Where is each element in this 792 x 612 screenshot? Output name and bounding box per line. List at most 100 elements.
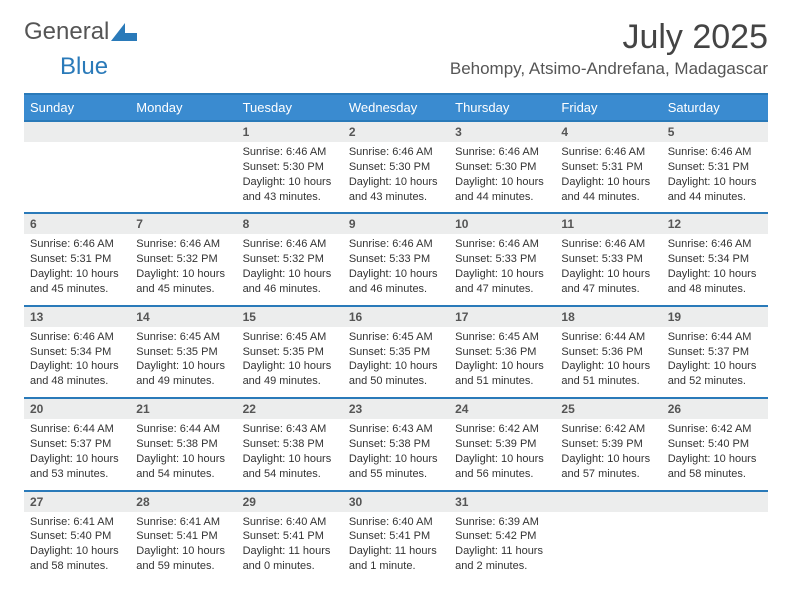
sunrise-text: Sunrise: 6:42 AM: [561, 422, 655, 437]
calendar-cell: 1Sunrise: 6:46 AMSunset: 5:30 PMDaylight…: [237, 121, 343, 213]
day-body: Sunrise: 6:46 AMSunset: 5:34 PMDaylight:…: [24, 327, 130, 397]
calendar: Sunday Monday Tuesday Wednesday Thursday…: [24, 93, 768, 582]
day-number: 21: [130, 399, 236, 419]
day-label: Saturday: [662, 94, 768, 121]
day-number: 10: [449, 214, 555, 234]
daylight-text: Daylight: 10 hours and 44 minutes.: [455, 175, 549, 205]
day-body: Sunrise: 6:46 AMSunset: 5:32 PMDaylight:…: [130, 234, 236, 304]
daylight-text: Daylight: 10 hours and 48 minutes.: [30, 359, 124, 389]
daylight-text: Daylight: 10 hours and 50 minutes.: [349, 359, 443, 389]
sunset-text: Sunset: 5:30 PM: [243, 160, 337, 175]
daylight-text: Daylight: 10 hours and 47 minutes.: [455, 267, 549, 297]
calendar-cell: 8Sunrise: 6:46 AMSunset: 5:32 PMDaylight…: [237, 213, 343, 305]
calendar-cell: [662, 491, 768, 582]
sunrise-text: Sunrise: 6:46 AM: [30, 330, 124, 345]
calendar-cell: 21Sunrise: 6:44 AMSunset: 5:38 PMDayligh…: [130, 398, 236, 490]
daylight-text: Daylight: 10 hours and 51 minutes.: [455, 359, 549, 389]
day-body: Sunrise: 6:44 AMSunset: 5:36 PMDaylight:…: [555, 327, 661, 397]
day-number: [662, 492, 768, 512]
day-number: 8: [237, 214, 343, 234]
day-number: [24, 122, 130, 142]
calendar-cell: 10Sunrise: 6:46 AMSunset: 5:33 PMDayligh…: [449, 213, 555, 305]
sunset-text: Sunset: 5:41 PM: [136, 529, 230, 544]
sunset-text: Sunset: 5:32 PM: [243, 252, 337, 267]
day-number: 18: [555, 307, 661, 327]
sunset-text: Sunset: 5:41 PM: [349, 529, 443, 544]
sunset-text: Sunset: 5:31 PM: [668, 160, 762, 175]
day-number: 1: [237, 122, 343, 142]
daylight-text: Daylight: 10 hours and 58 minutes.: [668, 452, 762, 482]
day-number: [130, 122, 236, 142]
daylight-text: Daylight: 10 hours and 47 minutes.: [561, 267, 655, 297]
day-body: Sunrise: 6:42 AMSunset: 5:39 PMDaylight:…: [555, 419, 661, 489]
logo-text-1: General: [24, 18, 109, 46]
sunrise-text: Sunrise: 6:46 AM: [349, 145, 443, 160]
sunrise-text: Sunrise: 6:43 AM: [243, 422, 337, 437]
day-number: 19: [662, 307, 768, 327]
day-number: 5: [662, 122, 768, 142]
sunrise-text: Sunrise: 6:46 AM: [455, 145, 549, 160]
day-label: Tuesday: [237, 94, 343, 121]
sunset-text: Sunset: 5:31 PM: [30, 252, 124, 267]
sunrise-text: Sunrise: 6:46 AM: [561, 237, 655, 252]
day-body: Sunrise: 6:42 AMSunset: 5:40 PMDaylight:…: [662, 419, 768, 489]
sunset-text: Sunset: 5:40 PM: [30, 529, 124, 544]
sunrise-text: Sunrise: 6:42 AM: [668, 422, 762, 437]
day-body: Sunrise: 6:40 AMSunset: 5:41 PMDaylight:…: [237, 512, 343, 582]
sunrise-text: Sunrise: 6:46 AM: [349, 237, 443, 252]
sunset-text: Sunset: 5:42 PM: [455, 529, 549, 544]
daylight-text: Daylight: 10 hours and 48 minutes.: [668, 267, 762, 297]
day-number: [555, 492, 661, 512]
sunset-text: Sunset: 5:31 PM: [561, 160, 655, 175]
calendar-cell: 9Sunrise: 6:46 AMSunset: 5:33 PMDaylight…: [343, 213, 449, 305]
calendar-cell: 30Sunrise: 6:40 AMSunset: 5:41 PMDayligh…: [343, 491, 449, 582]
day-number: 13: [24, 307, 130, 327]
location: Behompy, Atsimo-Andrefana, Madagascar: [450, 59, 768, 79]
day-number: 3: [449, 122, 555, 142]
calendar-cell: 19Sunrise: 6:44 AMSunset: 5:37 PMDayligh…: [662, 306, 768, 398]
calendar-cell: 6Sunrise: 6:46 AMSunset: 5:31 PMDaylight…: [24, 213, 130, 305]
sunrise-text: Sunrise: 6:40 AM: [243, 515, 337, 530]
calendar-cell: 25Sunrise: 6:42 AMSunset: 5:39 PMDayligh…: [555, 398, 661, 490]
calendar-cell: 28Sunrise: 6:41 AMSunset: 5:41 PMDayligh…: [130, 491, 236, 582]
day-label: Thursday: [449, 94, 555, 121]
calendar-cell: 12Sunrise: 6:46 AMSunset: 5:34 PMDayligh…: [662, 213, 768, 305]
daylight-text: Daylight: 10 hours and 49 minutes.: [243, 359, 337, 389]
day-number: 6: [24, 214, 130, 234]
sunset-text: Sunset: 5:35 PM: [349, 345, 443, 360]
day-number: 24: [449, 399, 555, 419]
sunset-text: Sunset: 5:33 PM: [349, 252, 443, 267]
sunrise-text: Sunrise: 6:45 AM: [455, 330, 549, 345]
daylight-text: Daylight: 10 hours and 44 minutes.: [561, 175, 655, 205]
sunset-text: Sunset: 5:38 PM: [243, 437, 337, 452]
calendar-cell: 27Sunrise: 6:41 AMSunset: 5:40 PMDayligh…: [24, 491, 130, 582]
calendar-week: 6 Sunrise: 6:46 AM Sunset: 5:31 PM Daylight…: [24, 213, 768, 305]
sunset-text: Sunset: 5:33 PM: [561, 252, 655, 267]
calendar-week: 13Sunrise: 6:46 AMSunset: 5:34 PMDayligh…: [24, 306, 768, 398]
day-number: 23: [343, 399, 449, 419]
day-number: 28: [130, 492, 236, 512]
day-number: 29: [237, 492, 343, 512]
day-body: Sunrise: 6:46 AMSunset: 5:34 PMDaylight:…: [662, 234, 768, 304]
day-body: Sunrise: 6:39 AMSunset: 5:42 PMDaylight:…: [449, 512, 555, 582]
daylight-text: Daylight: 10 hours and 53 minutes.: [30, 452, 124, 482]
calendar-week: 27Sunrise: 6:41 AMSunset: 5:40 PMDayligh…: [24, 491, 768, 582]
sunrise-text: Sunrise: 6:42 AM: [455, 422, 549, 437]
day-number: 22: [237, 399, 343, 419]
day-number: 31: [449, 492, 555, 512]
sunset-text: Sunset: 5:39 PM: [561, 437, 655, 452]
calendar-cell: 4Sunrise: 6:46 AMSunset: 5:31 PMDaylight…: [555, 121, 661, 213]
calendar-cell: 3Sunrise: 6:46 AMSunset: 5:30 PMDaylight…: [449, 121, 555, 213]
calendar-cell: 22Sunrise: 6:43 AMSunset: 5:38 PMDayligh…: [237, 398, 343, 490]
day-number: 30: [343, 492, 449, 512]
logo-text-2: Blue: [60, 53, 120, 81]
calendar-cell: 24Sunrise: 6:42 AMSunset: 5:39 PMDayligh…: [449, 398, 555, 490]
daylight-text: Daylight: 10 hours and 59 minutes.: [136, 544, 230, 574]
day-body: Sunrise: 6:45 AMSunset: 5:35 PMDaylight:…: [343, 327, 449, 397]
sunrise-text: Sunrise: 6:46 AM: [243, 145, 337, 160]
title-block: July 2025 Behompy, Atsimo-Andrefana, Mad…: [450, 18, 768, 79]
daylight-text: Daylight: 10 hours and 56 minutes.: [455, 452, 549, 482]
day-number: 14: [130, 307, 236, 327]
day-body: Sunrise: 6:41 AMSunset: 5:40 PMDaylight:…: [24, 512, 130, 582]
sunrise-text: Sunrise: 6:44 AM: [668, 330, 762, 345]
